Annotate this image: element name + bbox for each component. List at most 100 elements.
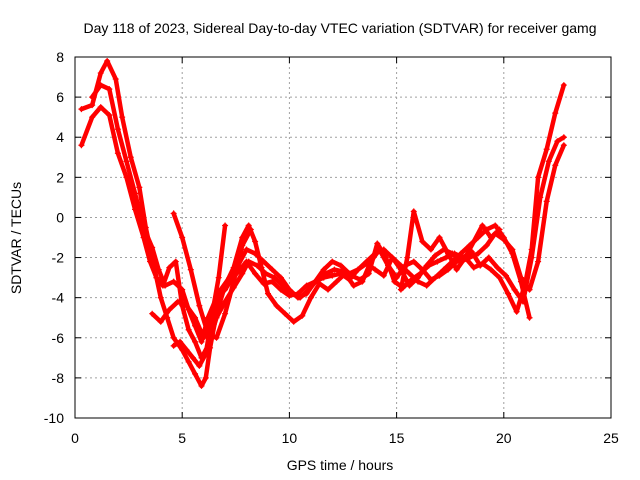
trace-segment (383, 255, 397, 284)
trace-segment (124, 175, 138, 212)
y-tick-label: -8 (52, 370, 65, 386)
data-point (560, 134, 567, 141)
trace-segment (381, 255, 395, 278)
trace-segment (411, 209, 425, 244)
trace-segment (214, 299, 228, 320)
trace-segment (186, 359, 198, 377)
trace-segment (119, 114, 133, 160)
trace-segment (405, 209, 417, 260)
x-tick-label: 0 (71, 430, 79, 446)
trace-segment (107, 112, 121, 156)
trace-segment (497, 275, 511, 296)
trace-segment (214, 311, 228, 341)
trace-segment (179, 303, 191, 333)
data-point (526, 314, 533, 321)
trace-segment (308, 281, 322, 300)
series-track-d (149, 222, 533, 341)
data-points (78, 58, 567, 389)
trace-segment (244, 259, 258, 276)
trace-segment (171, 211, 185, 240)
plot-frame (74, 56, 612, 419)
trace-segment (231, 235, 245, 270)
trace-segment (89, 82, 103, 100)
trace-segment (518, 279, 532, 320)
data-point (560, 142, 567, 149)
x-axis: 0 5 10 15 20 25 (71, 57, 619, 446)
y-tick-label: 2 (56, 169, 64, 185)
trace-segment (149, 245, 161, 272)
trace-segment (141, 225, 155, 250)
trace-segment (147, 259, 159, 280)
trace-segment (445, 251, 459, 272)
trace-segment (398, 255, 410, 292)
trace-segment (128, 155, 142, 190)
trace-segment (278, 275, 292, 292)
trace-segment (462, 239, 477, 260)
trace-segment (192, 315, 206, 341)
trace-segment (231, 271, 245, 290)
y-tick-label: 8 (56, 49, 64, 65)
trace-segment (265, 291, 279, 308)
trace-segment (179, 235, 194, 272)
x-tick-label: 5 (178, 430, 186, 446)
trace-segment (197, 303, 211, 337)
data-point (496, 226, 503, 233)
trace-segment (132, 207, 146, 240)
data-point (560, 82, 567, 89)
trace-segment (415, 263, 429, 280)
trace-segment (535, 147, 549, 180)
trace-segment (546, 138, 560, 164)
trace-segment (553, 142, 567, 168)
trace-segment (218, 275, 232, 292)
trace-segment (156, 267, 168, 288)
trace-segment (184, 303, 198, 320)
trace-segment (480, 223, 494, 240)
trace-segment (79, 114, 95, 148)
trace-segment (312, 267, 326, 284)
y-tick-label: -2 (52, 250, 65, 266)
trace-segment (231, 243, 245, 284)
trace-segment (124, 159, 138, 196)
trace-segment (529, 195, 543, 260)
data-point (222, 222, 229, 229)
trace-segment (197, 351, 209, 369)
trace-segment (304, 279, 318, 296)
x-tick-label: 25 (603, 430, 619, 446)
trace-segment (300, 295, 314, 318)
trace-segment (488, 227, 502, 240)
trace-segment (471, 223, 485, 244)
trace-segment (239, 227, 254, 248)
series-track-f (170, 210, 254, 341)
trace-segment (501, 235, 515, 256)
trace-segment (141, 235, 153, 264)
trace-segment (553, 82, 567, 116)
trace-segment (132, 191, 146, 230)
x-tick-label: 10 (282, 430, 298, 446)
trace-segment (107, 86, 121, 132)
trace-segment (209, 275, 221, 316)
y-axis: -10 -8 -6 -4 -2 0 2 4 6 8 (44, 49, 611, 426)
y-axis-label: SDTVAR / TECUs (8, 182, 24, 294)
y-tick-label: 0 (56, 209, 64, 225)
y-tick-label: -6 (52, 330, 65, 346)
chart-title: Day 118 of 2023, Sidereal Day-to-day VTE… (83, 20, 596, 36)
series-track-a (78, 58, 567, 389)
trace-segment (537, 159, 552, 200)
trace-segment (544, 110, 558, 152)
x-tick-label: 15 (389, 430, 405, 446)
y-tick-label: -10 (44, 410, 64, 426)
trace-segment (115, 126, 129, 164)
trace-segment (164, 315, 176, 341)
y-tick-label: -4 (52, 290, 65, 306)
trace-segment (186, 327, 198, 345)
trace-segment (216, 223, 228, 280)
trace-segment (115, 151, 129, 180)
series-track-g (397, 208, 503, 293)
trace-segment (222, 279, 236, 316)
y-tick-label: 4 (56, 129, 64, 145)
trace-segment (555, 134, 567, 144)
x-axis-label: GPS time / hours (287, 457, 394, 473)
trace-segment (188, 267, 202, 308)
